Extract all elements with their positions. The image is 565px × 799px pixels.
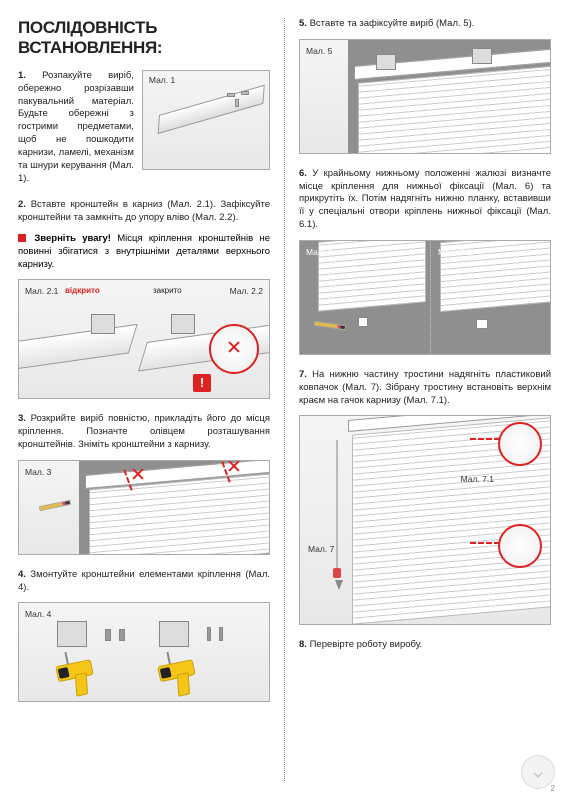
step-2-text: 2. Вставте кронштейн в карниз (Мал. 2.1)… <box>18 199 270 225</box>
fig3-x1-icon <box>131 467 145 481</box>
step-6-body: У крайньому нижньому положенні жалюзі ви… <box>299 168 551 230</box>
arrow-down-icon <box>529 763 547 781</box>
step-5-text: 5. Вставте та зафіксуйте виріб (Мал. 5). <box>299 18 551 31</box>
fig6-blinds-left <box>318 240 426 312</box>
step-1-num: 1. <box>18 70 26 81</box>
fig1-hw-2 <box>241 91 249 95</box>
figure-3-label: Мал. 3 <box>25 467 51 477</box>
fig7-cord <box>336 440 338 570</box>
fig4-screw-2 <box>219 627 223 641</box>
figure-6: Мал. 6 Мал. 6.1 <box>299 240 551 355</box>
step-7-num: 7. <box>299 369 307 380</box>
step-6-num: 6. <box>299 168 307 179</box>
fig3-pencil-icon <box>39 500 71 512</box>
left-column: ПОСЛІДОВНІСТЬ ВСТАНОВЛЕННЯ: 1. Розпакуйт… <box>18 18 270 781</box>
step-1-text: 1. Розпакуйте виріб, обережно розрізавши… <box>18 70 134 185</box>
page-title: ПОСЛІДОВНІСТЬ ВСТАНОВЛЕННЯ: <box>18 18 270 58</box>
figure-7-label: Мал. 7 <box>308 544 334 554</box>
figure-1-label: Мал. 1 <box>149 75 175 85</box>
fig6-clip-1 <box>358 317 368 327</box>
fig6-clip-2 <box>476 319 488 329</box>
figure-4-label: Мал. 4 <box>25 609 51 619</box>
step-1-row: 1. Розпакуйте виріб, обережно розрізавши… <box>18 70 270 185</box>
figure-6-1-label: Мал. 6.1 <box>438 247 471 257</box>
figure-7-1-label: Мал. 7.1 <box>461 474 494 484</box>
fig5-bracket-1 <box>376 54 396 70</box>
label-open: відкрито <box>65 286 100 295</box>
fig1-hw-3 <box>235 99 239 107</box>
figure-1: Мал. 1 <box>142 70 270 170</box>
figure-2-1-label: Мал. 2.1 <box>25 286 58 296</box>
step-3-body: Розкрийте виріб повністю, прикладіть йог… <box>18 413 270 450</box>
step-5-num: 5. <box>299 18 307 29</box>
fig2-rail-left <box>18 324 138 372</box>
fig7-lead-2 <box>470 542 500 544</box>
fig7-zoom-2 <box>498 524 542 568</box>
fig1-hw-1 <box>227 93 235 97</box>
step-6-text: 6. У крайньому нижньому положенні жалюзі… <box>299 168 551 232</box>
figure-2: Мал. 2.1 Мал. 2.2 відкрито закрито ! <box>18 279 270 399</box>
step-4-body: Змонтуйте кронштейни елементами кріпленн… <box>18 569 270 593</box>
fig4-screw-1 <box>207 627 211 641</box>
step-4-text: 4. Змонтуйте кронштейни елементами кріпл… <box>18 569 270 595</box>
right-column: 5. Вставте та зафіксуйте виріб (Мал. 5).… <box>299 18 551 781</box>
step-8-body: Перевірте роботу виробу. <box>310 639 423 650</box>
fig2-bracket-left <box>91 314 115 334</box>
figure-4: Мал. 4 <box>18 602 270 702</box>
step-3-text: 3. Розкрийте виріб повністю, прикладіть … <box>18 413 270 451</box>
fig4-drill-1 <box>45 659 102 703</box>
fig2-bracket-right <box>171 314 195 334</box>
step-5-body: Вставте та зафіксуйте виріб (Мал. 5). <box>310 18 475 29</box>
column-divider <box>284 18 285 781</box>
fig3-x2-icon <box>227 460 241 473</box>
fig2-alert-icon: ! <box>193 374 211 392</box>
fig4-anchor-1 <box>105 629 111 641</box>
fig5-bracket-2 <box>472 48 492 64</box>
fig7-tip <box>335 580 343 590</box>
label-closed: закрито <box>153 286 182 295</box>
step-2-num: 2. <box>18 199 26 210</box>
fig7-lead-1 <box>470 438 500 440</box>
fig2-x-icon <box>227 340 241 354</box>
fig7-zoom-1 <box>498 422 542 466</box>
page-number: 2 <box>551 784 555 793</box>
warning-label: Зверніть увагу! <box>34 233 111 244</box>
fig4-anchor-2 <box>119 629 125 641</box>
warning-icon <box>18 234 26 242</box>
step-8-text: 8. Перевірте роботу виробу. <box>299 639 551 652</box>
step-3-num: 3. <box>18 413 26 424</box>
figure-5-label: Мал. 5 <box>306 46 332 56</box>
figure-2-2-label: Мал. 2.2 <box>230 286 263 296</box>
fig4-bracket-2 <box>159 621 189 647</box>
step-4-num: 4. <box>18 569 26 580</box>
fig4-bracket-1 <box>57 621 87 647</box>
step-2-warning: Зверніть увагу! Місця кріплення кронштей… <box>18 233 270 271</box>
step-8-num: 8. <box>299 639 307 650</box>
figure-5: Мал. 5 <box>299 39 551 154</box>
figure-6-label: Мал. 6 <box>306 247 332 257</box>
fig7-cap <box>333 568 341 578</box>
fig6-split <box>430 241 431 354</box>
figure-3: Мал. 3 <box>18 460 270 555</box>
step-2-body: Вставте кронштейн в карниз (Мал. 2.1). З… <box>18 199 270 223</box>
step-7-text: 7. На нижню частину тростини надягніть п… <box>299 369 551 407</box>
fig4-drill-2 <box>147 659 204 703</box>
step-7-body: На нижню частину тростини надягніть плас… <box>299 369 551 406</box>
figure-7: Мал. 7 Мал. 7.1 <box>299 415 551 625</box>
step-1-body: Розпакуйте виріб, обережно розрізавши па… <box>18 70 134 184</box>
